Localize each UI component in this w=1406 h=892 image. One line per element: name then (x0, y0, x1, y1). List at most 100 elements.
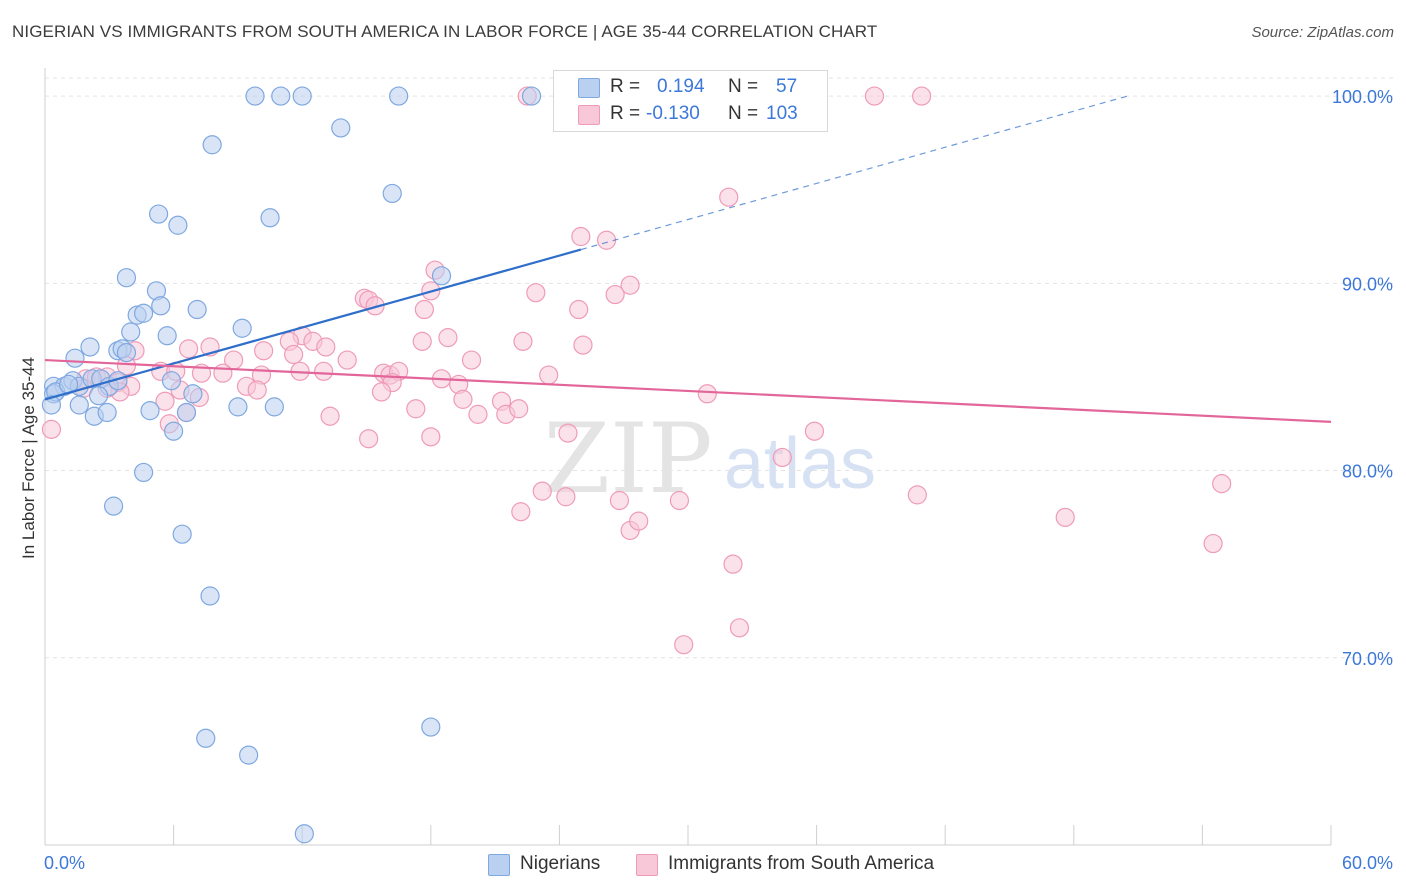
legend-swatch-blue (578, 78, 600, 98)
legend-r-value: -0.130 (646, 103, 700, 124)
bottom-legend-label: Immigrants from South America (668, 853, 935, 874)
data-point-immigrants (558, 423, 578, 443)
tick-labels: 70.0% 80.0% 90.0% 100.0% 0.0% 60.0% (44, 87, 1393, 873)
data-point-immigrants (907, 485, 927, 505)
data-point-immigrants (526, 283, 546, 303)
data-point-nigerians (116, 342, 137, 363)
data-point-immigrants (864, 86, 885, 106)
y-axis-label: In Labor Force | Age 35-44 (19, 357, 38, 559)
data-point-nigerians (164, 421, 184, 441)
y-tick-label: 90.0% (1342, 274, 1393, 294)
x-tick-label: 0.0% (44, 853, 85, 873)
data-point-nigerians (157, 326, 177, 346)
zipatlas-watermark: ZIP atlas (543, 403, 876, 515)
data-point-immigrants (412, 331, 432, 351)
data-point-immigrants (461, 350, 482, 370)
data-point-nigerians (103, 496, 124, 516)
bottom-legend-swatch-blue (488, 854, 510, 876)
data-point-immigrants (406, 399, 426, 419)
data-point-nigerians (294, 824, 314, 844)
data-point-immigrants (213, 363, 233, 383)
data-point-nigerians (239, 745, 259, 765)
data-point-immigrants (41, 419, 62, 439)
data-point-immigrants (912, 86, 932, 106)
data-point-nigerians (172, 524, 192, 544)
legend-n-label: N = (728, 103, 759, 124)
data-point-nigerians (264, 397, 284, 417)
trend-line-immigrants (44, 358, 1332, 423)
data-point-immigrants (723, 554, 743, 574)
data-point-nigerians (232, 318, 252, 338)
data-point-nigerians (161, 371, 182, 391)
legend-r-label: R = (610, 76, 641, 97)
data-point-nigerians (116, 268, 137, 288)
data-point-immigrants (179, 339, 199, 359)
data-point-immigrants (573, 335, 593, 355)
x-tick-label: 60.0% (1342, 853, 1393, 873)
data-point-immigrants (453, 389, 473, 409)
axes (44, 68, 1332, 846)
legend-n-value: 103 (766, 103, 798, 124)
data-point-immigrants (513, 331, 533, 351)
data-point-immigrants (247, 380, 267, 400)
data-point-nigerians (421, 717, 441, 737)
data-point-immigrants (620, 275, 640, 295)
data-point-nigerians (69, 395, 89, 415)
source-label: Source: ZipAtlas.com (1251, 24, 1394, 41)
data-point-nigerians (183, 384, 203, 404)
data-point-immigrants (556, 487, 576, 507)
data-point-nigerians (521, 86, 542, 106)
data-point-immigrants (697, 384, 717, 404)
data-point-immigrants (468, 404, 488, 424)
data-point-nigerians (271, 86, 291, 106)
data-point-immigrants (539, 365, 559, 385)
data-point-immigrants (359, 429, 379, 449)
grid-lines (45, 77, 1393, 659)
data-point-nigerians (140, 401, 160, 421)
data-point-nigerians (148, 204, 169, 224)
data-point-nigerians (168, 215, 188, 235)
data-point-immigrants (365, 296, 385, 316)
trend-lines (44, 95, 1332, 423)
data-point-nigerians (200, 586, 220, 606)
data-point-immigrants (371, 382, 392, 402)
data-point-immigrants (1203, 533, 1223, 554)
data-point-nigerians (88, 386, 109, 406)
data-point-immigrants (1055, 507, 1075, 527)
data-point-immigrants (772, 447, 792, 468)
y-tick-label: 80.0% (1342, 462, 1393, 482)
data-point-nigerians (245, 86, 265, 106)
data-point-nigerians (331, 118, 351, 138)
data-point-immigrants (314, 361, 334, 381)
watermark-atlas: atlas (724, 424, 876, 504)
data-point-immigrants (511, 502, 531, 522)
series-immigrants-points (41, 86, 1232, 655)
data-point-immigrants (438, 328, 458, 348)
legend-n-value: 57 (776, 76, 798, 97)
data-point-immigrants (609, 490, 630, 511)
data-point-nigerians (260, 208, 280, 228)
data-point-immigrants (284, 344, 304, 365)
data-point-nigerians (382, 183, 402, 204)
data-point-immigrants (569, 299, 589, 320)
data-point-immigrants (719, 187, 739, 207)
data-point-nigerians (202, 135, 222, 155)
data-point-immigrants (729, 618, 750, 638)
data-point-nigerians (187, 299, 207, 320)
data-point-nigerians (431, 266, 452, 286)
data-point-nigerians (121, 322, 141, 342)
data-point-immigrants (1212, 474, 1232, 494)
data-point-nigerians (80, 337, 100, 357)
data-point-immigrants (414, 299, 434, 320)
series-nigerians-points (41, 86, 542, 844)
data-point-nigerians (133, 303, 154, 323)
data-point-nigerians (151, 296, 171, 316)
legend-r-label: R = (610, 103, 641, 124)
bottom-legend-swatch-pink (636, 854, 658, 876)
data-point-nigerians (97, 402, 117, 423)
data-point-nigerians (133, 462, 154, 483)
y-tick-label: 70.0% (1342, 649, 1393, 669)
stats-legend: R = 0.194 N = 57 R = -0.130 N = 103 (553, 70, 828, 132)
bottom-legend-label: Nigerians (520, 853, 601, 874)
